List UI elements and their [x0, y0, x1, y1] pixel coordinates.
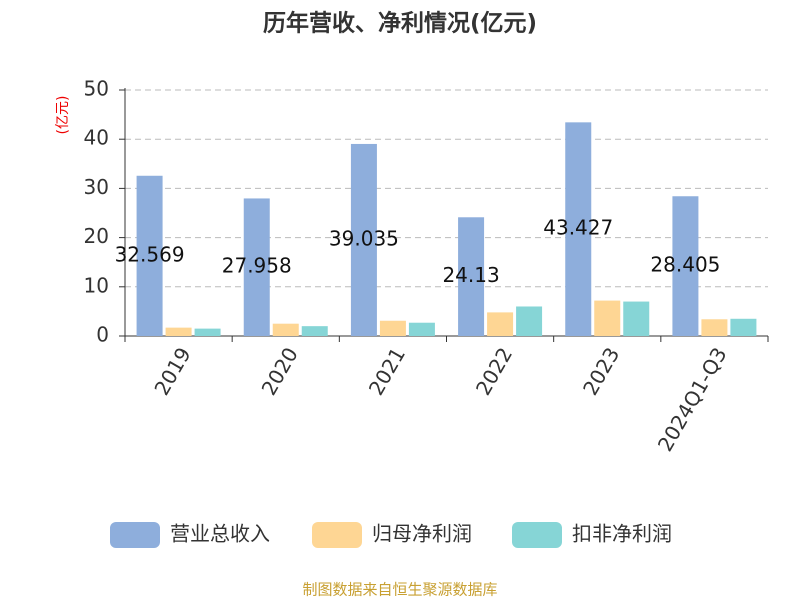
bar: [458, 217, 485, 336]
value-label: 24.13: [442, 263, 499, 287]
bar: [408, 322, 435, 336]
bar: [516, 306, 543, 336]
y-tick-label: 40: [84, 126, 109, 150]
value-label: 39.035: [329, 226, 399, 250]
bar: [194, 328, 221, 336]
legend-label: 扣非净利润: [572, 522, 672, 546]
bar: [165, 327, 192, 336]
bar: [487, 312, 514, 336]
legend-label: 营业总收入: [170, 522, 270, 546]
legend-label: 归母净利润: [372, 522, 472, 546]
bar: [136, 175, 163, 336]
legend-swatch: [312, 522, 362, 548]
y-axis-label: (亿元): [55, 96, 71, 135]
x-tick-label: 2023: [578, 343, 624, 399]
y-tick-label: 30: [84, 175, 109, 199]
source-note: 制图数据来自恒生聚源数据库: [302, 581, 497, 599]
x-tick-label: 2019: [149, 343, 195, 399]
x-tick-label: 2022: [471, 343, 517, 399]
legend-swatch: [110, 522, 160, 548]
chart-title: 历年营收、净利情况(亿元): [263, 10, 537, 37]
y-tick-label: 20: [84, 224, 109, 248]
value-label: 32.569: [115, 242, 185, 266]
bar: [701, 319, 728, 336]
legend-swatch: [512, 522, 562, 548]
value-label: 27.958: [222, 254, 292, 278]
bar: [672, 196, 699, 336]
bar: [301, 326, 328, 336]
bar: [623, 301, 650, 336]
x-tick-label: 2021: [364, 343, 410, 399]
bar: [594, 300, 621, 336]
value-label: 43.427: [543, 216, 613, 240]
bar: [350, 143, 377, 336]
x-tick-label: 2020: [257, 343, 303, 399]
y-tick-label: 10: [84, 273, 109, 297]
bar: [565, 122, 592, 336]
y-tick-label: 50: [84, 77, 109, 101]
bar: [243, 198, 270, 336]
bar: [730, 318, 757, 336]
value-label: 28.405: [650, 253, 720, 277]
x-tick-label: 2024Q1-Q3: [653, 343, 732, 455]
bar: [272, 323, 299, 336]
bar: [379, 320, 406, 336]
y-tick-label: 0: [96, 323, 109, 347]
